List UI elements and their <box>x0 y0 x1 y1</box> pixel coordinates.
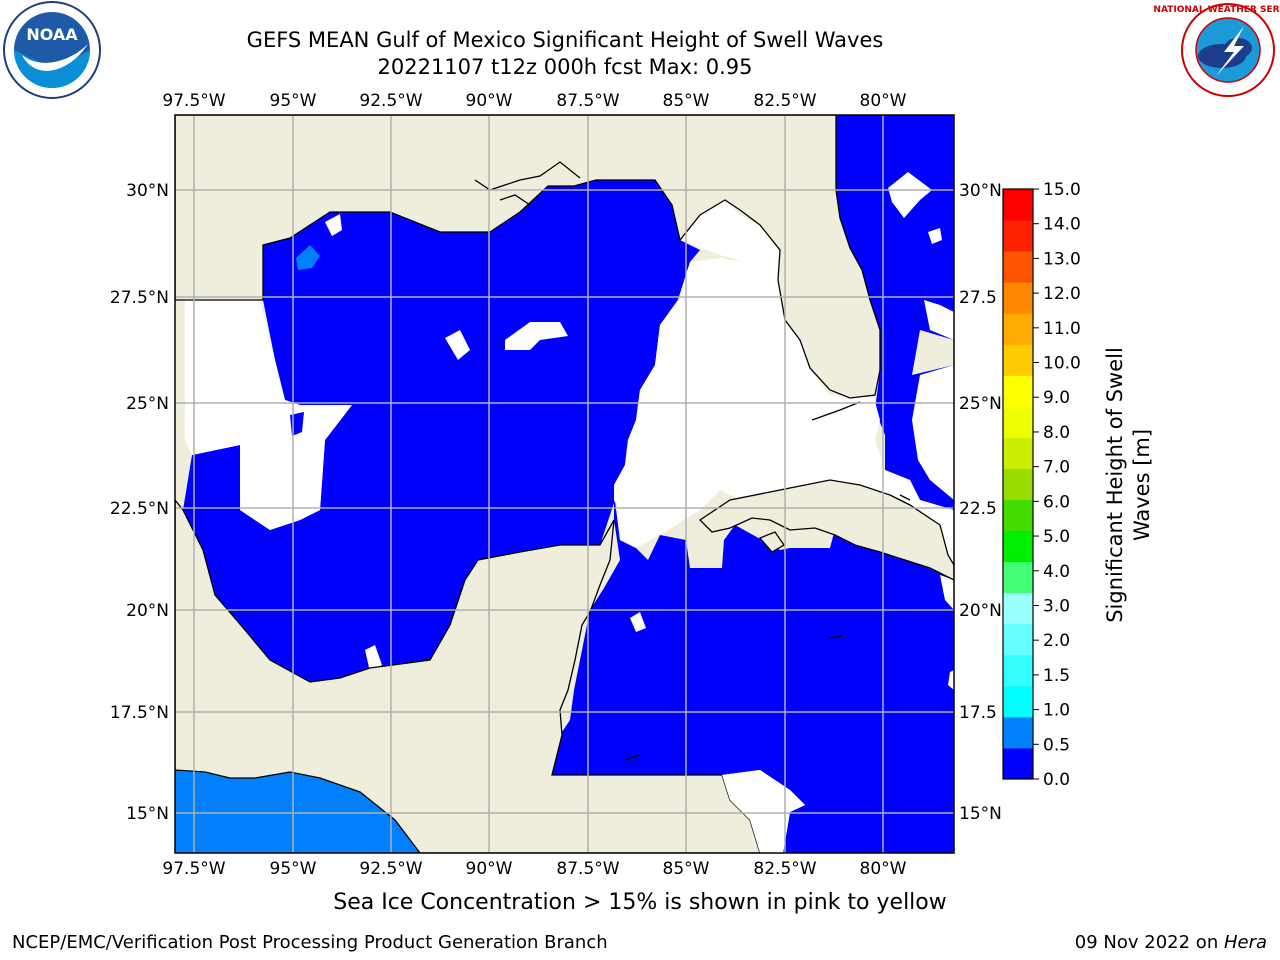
chart-title: GEFS MEAN Gulf of Mexico Significant Hei… <box>246 28 884 52</box>
colorbar-tick-label: 13.0 <box>1043 249 1081 269</box>
lon-tick-label: 95°W <box>270 91 317 111</box>
lon-tick-label: 82.5°W <box>753 859 816 879</box>
lon-tick-label: 85°W <box>663 91 710 111</box>
lon-tick-label: 90°W <box>466 91 513 111</box>
colorbar-frame <box>1002 188 1034 780</box>
lat-tick-label: 25°N <box>959 394 1002 414</box>
lat-tick-label: 20°N <box>126 601 169 621</box>
lat-tick-label: 15°N <box>959 804 1002 824</box>
colorbar-swatch <box>1003 592 1033 625</box>
lon-tick-label: 97.5°W <box>162 91 225 111</box>
lon-tick-label: 92.5°W <box>359 859 422 879</box>
lon-tick-label: 90°W <box>466 859 513 879</box>
colorbar-swatch <box>1003 561 1033 594</box>
colorbar-swatch <box>1003 282 1033 314</box>
nws-ring-text: NATIONAL WEATHER SERVICE <box>1153 5 1280 15</box>
colorbar-tick-label: 14.0 <box>1043 215 1081 235</box>
lat-tick-label: 25°N <box>126 394 169 414</box>
colorbar-tick-label: 8.0 <box>1043 423 1070 443</box>
lat-tick-label: 22.5 <box>959 499 997 519</box>
colorbar-tick-label: 3.0 <box>1043 596 1070 616</box>
lon-tick-label: 82.5°W <box>753 91 816 111</box>
colorbar-swatch <box>1003 654 1033 687</box>
colorbar-tick-label: 15.0 <box>1043 180 1081 200</box>
lon-tick-label: 95°W <box>270 859 317 879</box>
colorbar-label-line2: Waves [m] <box>1130 429 1154 541</box>
colorbar-label-line1: Significant Height of Swell <box>1103 347 1127 623</box>
noaa-logo-icon: NOAA <box>3 1 101 99</box>
colorbar-tick-label: 0.5 <box>1043 735 1070 755</box>
colorbar-tick-label: 1.0 <box>1043 701 1070 721</box>
colorbar-tick-label: 2.0 <box>1043 631 1070 651</box>
colorbar-swatch <box>1003 251 1033 283</box>
colorbar-swatch <box>1003 623 1033 656</box>
colorbar-swatch <box>1003 375 1033 407</box>
colorbar-tick-label: 11.0 <box>1043 319 1081 339</box>
footer-date: 09 Nov 2022 on Hera <box>1075 932 1267 953</box>
colorbar-swatch <box>1003 499 1033 532</box>
colorbar-swatch <box>1003 220 1033 252</box>
colorbar-swatch <box>1003 437 1033 469</box>
colorbar: 0.0 0.5 1.0 1.5 2.0 3.0 4.0 5.0 6.0 7.0 8.0 9.0 10.0… <box>1002 180 1081 790</box>
colorbar-tick-label: 7.0 <box>1043 458 1070 478</box>
nws-logo-icon: NATIONAL WEATHER SERVICE <box>1153 3 1280 97</box>
land-masses <box>175 115 954 853</box>
colorbar-swatch <box>1003 468 1033 501</box>
lat-tick-label: 17.5°N <box>110 703 169 723</box>
colorbar-swatch <box>1003 189 1033 221</box>
colorbar-tick-label: 9.0 <box>1043 388 1070 408</box>
lat-tick-label: 20°N <box>959 601 1002 621</box>
colorbar-swatch <box>1003 716 1033 749</box>
lat-tick-label: 30°N <box>126 181 169 201</box>
colorbar-swatch <box>1003 344 1033 376</box>
lat-tick-label: 27.5°N <box>110 288 169 308</box>
lon-tick-label: 92.5°W <box>359 91 422 111</box>
colorbar-tick-label: 1.5 <box>1043 666 1070 686</box>
colorbar-label: Significant Height of Swell Waves [m] <box>1103 347 1154 623</box>
colorbar-tick-label: 5.0 <box>1043 527 1070 547</box>
chart-subtitle: 20221107 t12z 000h fcst Max: 0.95 <box>377 55 753 79</box>
colorbar-tick-label: 10.0 <box>1043 354 1081 374</box>
colorbar-tick-label: 12.0 <box>1043 284 1081 304</box>
map-gridlines <box>175 115 954 853</box>
lon-tick-label: 97.5°W <box>162 859 225 879</box>
lon-tick-labels-bottom: 97.5°W 95°W 92.5°W 90°W 87.5°W 85°W 82.5… <box>162 859 906 879</box>
lat-tick-labels-left: 30°N 27.5°N 25°N 22.5°N 20°N 17.5°N 15°N <box>110 181 169 824</box>
lon-tick-label: 87.5°W <box>556 859 619 879</box>
colorbar-swatch <box>1003 530 1033 563</box>
colorbar-swatch <box>1003 313 1033 345</box>
footer-credit: NCEP/EMC/Verification Post Processing Pr… <box>12 932 608 953</box>
lat-tick-label: 22.5°N <box>110 499 169 519</box>
lat-tick-labels-right: 30°N 27.5 25°N 22.5 20°N 17.5 15°N <box>959 181 1002 824</box>
map-frame <box>174 114 955 854</box>
colorbar-tick-label: 4.0 <box>1043 562 1070 582</box>
colorbar-swatch <box>1003 685 1033 718</box>
lon-tick-label: 85°W <box>663 859 710 879</box>
lat-tick-label: 27.5 <box>959 288 997 308</box>
colorbar-swatch <box>1003 406 1033 438</box>
lon-tick-label: 87.5°W <box>556 91 619 111</box>
lat-tick-label: 30°N <box>959 181 1002 201</box>
colorbar-tick-label: 6.0 <box>1043 492 1070 512</box>
sea-ice-caption: Sea Ice Concentration > 15% is shown in … <box>333 890 947 915</box>
lon-tick-label: 80°W <box>860 859 907 879</box>
colorbar-tick-label: 0.0 <box>1043 770 1070 790</box>
lat-tick-label: 17.5 <box>959 703 997 723</box>
footer-host: Hera <box>1223 932 1267 953</box>
colorbar-swatch <box>1003 747 1033 780</box>
lon-tick-label: 80°W <box>860 91 907 111</box>
lat-tick-label: 15°N <box>126 804 169 824</box>
footer-date-text: 09 Nov 2022 on <box>1074 932 1224 953</box>
lon-tick-labels-top: 97.5°W 95°W 92.5°W 90°W 87.5°W 85°W 82.5… <box>162 91 906 111</box>
no-data-patches <box>185 172 954 853</box>
map-area <box>175 115 954 853</box>
noaa-logo-text: NOAA <box>26 25 78 44</box>
